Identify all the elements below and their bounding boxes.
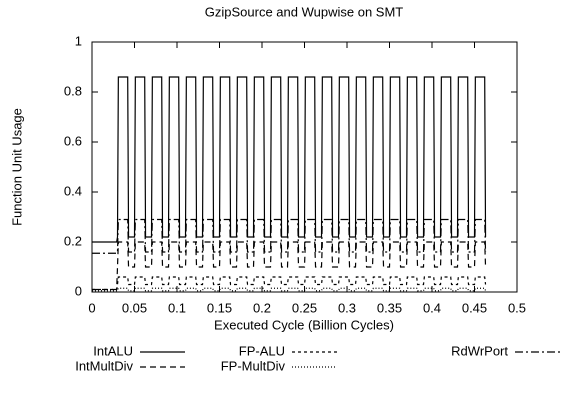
series-line <box>92 218 487 254</box>
y-tick-label: 0.2 <box>64 233 82 248</box>
x-tick-label: 0.4 <box>423 300 441 315</box>
series-line <box>92 276 487 291</box>
y-tick-label: 1 <box>75 33 82 48</box>
x-tick-label: 0 <box>88 300 95 315</box>
x-tick-label: 0.2 <box>253 300 271 315</box>
x-tick-label: 0.45 <box>462 300 487 315</box>
x-tick-label: 0.3 <box>338 300 356 315</box>
series-line <box>92 287 487 292</box>
legend-label: RdWrPort <box>451 343 508 358</box>
x-tick-label: 0.1 <box>168 300 186 315</box>
x-tick-label: 0.35 <box>377 300 402 315</box>
chart-title: GzipSource and Wupwise on SMT <box>205 4 404 19</box>
y-axis-label: Function Unit Usage <box>9 108 24 226</box>
x-tick-label: 0.5 <box>508 300 526 315</box>
y-tick-label: 0 <box>75 283 82 298</box>
x-tick-label: 0.25 <box>292 300 317 315</box>
legend-label: FP-MultDiv <box>221 358 286 373</box>
x-tick-label: 0.05 <box>122 300 147 315</box>
x-axis-label: Executed Cycle (Billion Cycles) <box>214 317 394 332</box>
y-tick-label: 0.4 <box>64 183 82 198</box>
y-tick-label: 0.8 <box>64 83 82 98</box>
y-tick-label: 0.6 <box>64 133 82 148</box>
legend-label: IntALU <box>93 343 133 358</box>
x-tick-label: 0.15 <box>207 300 232 315</box>
legend-label: IntMultDiv <box>75 358 133 373</box>
series-line <box>92 241 487 291</box>
legend-label: FP-ALU <box>239 343 285 358</box>
series-line <box>92 76 487 243</box>
